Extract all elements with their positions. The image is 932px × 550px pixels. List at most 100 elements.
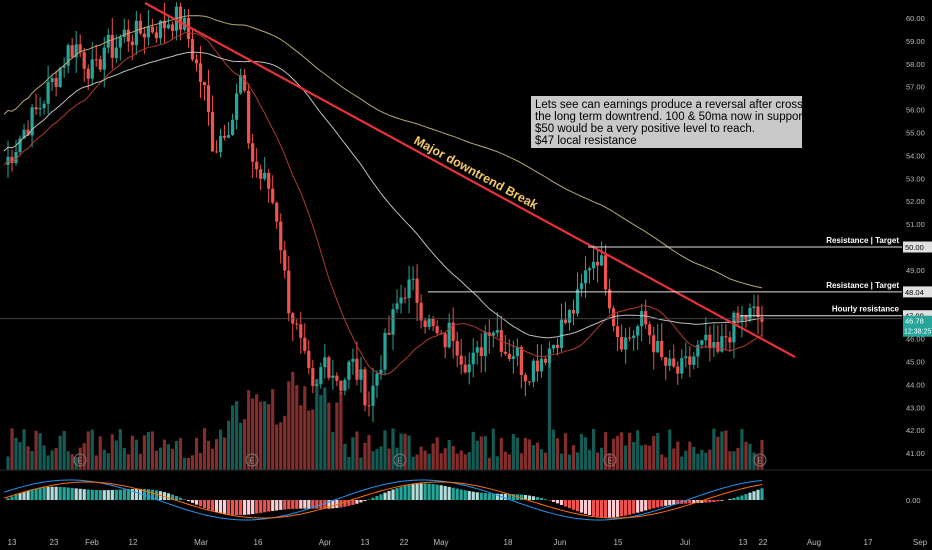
macd-histogram-bar <box>387 491 391 500</box>
candle-body <box>760 317 764 322</box>
macd-histogram-bar <box>716 500 720 502</box>
volume-bar <box>26 446 30 470</box>
volume-bar <box>591 428 596 470</box>
volume-bar <box>439 453 443 470</box>
macd-histogram-bar <box>327 500 331 509</box>
candle-body <box>712 342 716 349</box>
volume-bar <box>395 447 399 470</box>
x-tick-label: May <box>433 538 448 547</box>
candle-body <box>692 356 696 365</box>
macd-histogram-bar <box>559 500 564 505</box>
candle-body <box>90 59 94 79</box>
candle-body <box>78 44 82 53</box>
volume-bar <box>166 444 171 470</box>
macd-histogram-bar <box>443 486 447 500</box>
macd-histogram-bar <box>551 500 556 502</box>
candle-body <box>307 350 311 369</box>
candle-body <box>479 347 483 357</box>
volume-bar <box>732 451 736 470</box>
macd-histogram-bar <box>616 500 620 517</box>
macd-histogram-bar <box>291 500 295 509</box>
macd-histogram-bar <box>491 493 495 500</box>
x-tick-label: Jun <box>554 538 567 547</box>
macd-histogram-bar <box>174 496 179 500</box>
y-tick-label: 44.00 <box>906 380 925 389</box>
volume-bar <box>411 456 415 470</box>
candle-body <box>624 337 628 350</box>
volume-bar <box>523 437 527 470</box>
volume-bar <box>102 449 106 470</box>
macd-histogram-bar <box>162 492 167 500</box>
volume-bar <box>475 440 479 470</box>
volume-bar <box>311 409 315 470</box>
candle-body <box>616 326 620 338</box>
candle-body <box>327 357 331 378</box>
candle-body <box>166 24 171 29</box>
volume-bar <box>616 435 620 470</box>
candle-body <box>591 261 596 269</box>
candle-body <box>190 38 195 60</box>
volume-bar <box>210 448 215 470</box>
candle-body <box>287 270 291 314</box>
annotation-note[interactable]: Lets see can earnings produce a reversal… <box>531 96 853 148</box>
candle-body <box>463 364 467 373</box>
x-tick-label: 13 <box>739 538 748 547</box>
candle-body <box>579 283 584 290</box>
macd-histogram-bar <box>644 500 648 511</box>
y-tick-label: 42.00 <box>906 426 925 435</box>
y-tick-label: 41.00 <box>906 449 925 458</box>
candle-body <box>636 326 640 336</box>
x-tick-label: Jul <box>680 538 690 547</box>
macd-histogram-bar <box>712 500 716 502</box>
macd-histogram-bar <box>222 500 227 514</box>
level-badge <box>903 241 932 253</box>
macd-histogram-bar <box>347 500 351 506</box>
x-tick-label: 16 <box>254 538 263 547</box>
volume-bar <box>323 387 327 470</box>
macd-histogram-bar <box>431 484 435 500</box>
volume-bar <box>62 430 66 470</box>
y-tick-label: 46.00 <box>906 335 925 344</box>
volume-bar <box>672 448 676 470</box>
y-tick-label: 56.00 <box>906 106 925 115</box>
volume-bar <box>275 424 279 470</box>
candle-body <box>652 335 656 353</box>
volume-bar <box>66 451 70 470</box>
macd-histogram-bar <box>599 500 604 518</box>
candle-body <box>231 119 235 135</box>
volume-bar <box>744 441 748 470</box>
volume-bar <box>38 433 42 470</box>
volume-bar <box>539 449 544 470</box>
volume-bar <box>688 441 692 470</box>
candle-body <box>30 107 34 136</box>
macd-histogram-bar <box>571 500 576 510</box>
macd-histogram-bar <box>736 496 740 500</box>
macd-histogram-bar <box>54 486 58 500</box>
x-tick-label: Apr <box>319 538 332 547</box>
candle-body <box>146 26 150 38</box>
macd-histogram-bar <box>166 493 171 500</box>
candle-body <box>347 361 351 380</box>
volume-bar <box>30 451 34 470</box>
candle-body <box>142 33 146 38</box>
candle-body <box>603 255 608 290</box>
candle-body <box>607 289 612 309</box>
candle-body <box>194 59 199 64</box>
x-tick-label: 13 <box>361 538 370 547</box>
candle-body <box>355 358 359 380</box>
macd-histogram-bar <box>523 495 527 500</box>
macd-histogram-bar <box>628 500 632 515</box>
earnings-marker-label: E <box>77 457 82 466</box>
candle-body <box>467 364 471 373</box>
macd-histogram-bar <box>419 483 423 500</box>
y-tick-label: 58.00 <box>906 60 925 69</box>
candle-body <box>130 41 134 46</box>
candle-body <box>567 310 572 323</box>
macd-histogram-bar <box>74 488 78 500</box>
volume-bar <box>142 435 146 470</box>
volume-bar <box>50 450 54 470</box>
candle-body <box>527 381 531 383</box>
candle-body <box>46 82 50 104</box>
volume-bar <box>559 453 564 470</box>
macd-histogram-bar <box>78 488 82 500</box>
